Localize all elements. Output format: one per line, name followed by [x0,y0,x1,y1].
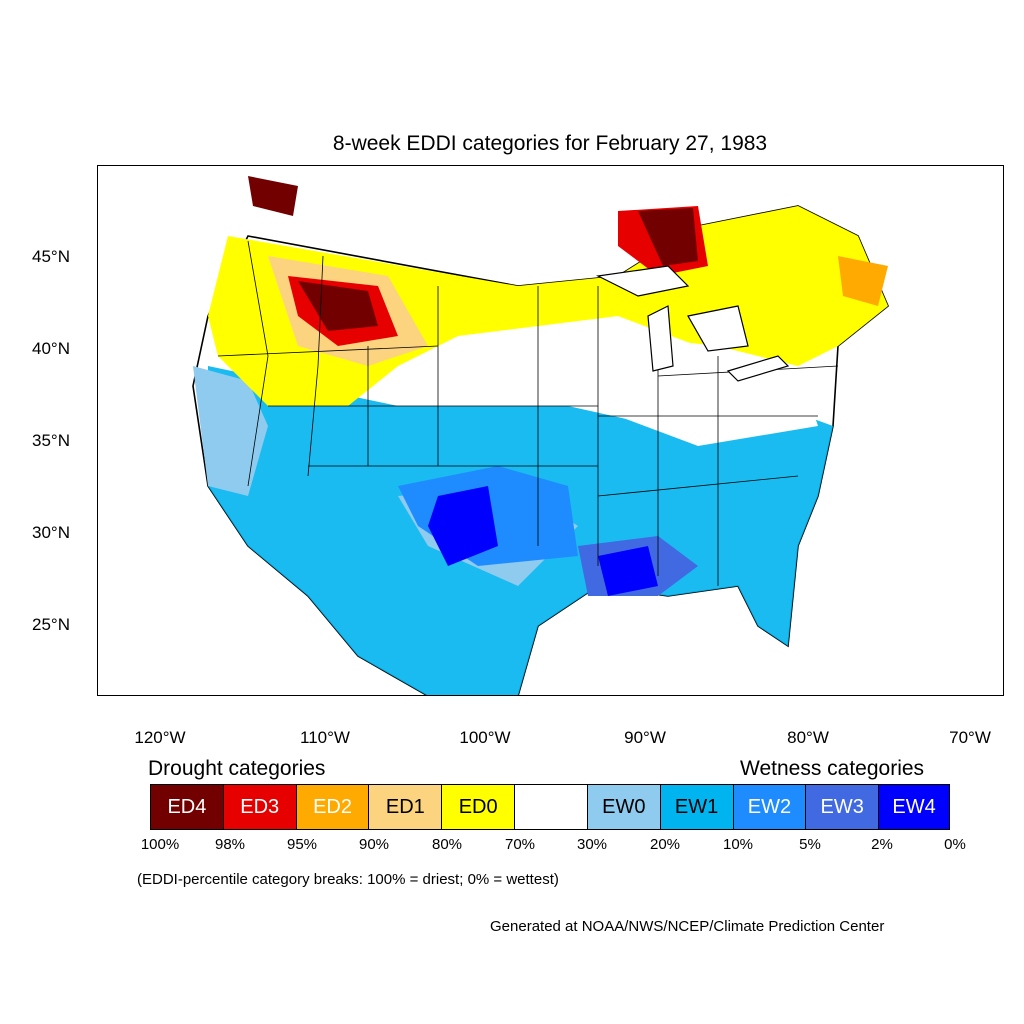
percent-break-label: 70% [504,836,536,853]
percent-break-label: 0% [944,836,966,853]
percent-break-label: 80% [431,836,463,853]
legend-box-ew3: EW3 [806,785,880,829]
lat-label: 45°N [32,247,70,266]
legend-color-bar: ED4 ED3 ED2 ED1 ED0 EW0 EW1 EW2 EW3 EW4 [150,784,950,830]
map-panel [97,165,1004,696]
legend-box-ew1: EW1 [660,785,734,829]
map-title: 8-week EDDI categories for February 27, … [332,132,768,155]
breaks-note: (EDDI-percentile category breaks: 100% =… [137,871,559,888]
legend-box-ew0: EW0 [587,785,661,829]
great-lakes [596,265,790,382]
lon-label: 120°W [134,728,186,747]
legend-box-ed3: ED3 [223,785,297,829]
percent-break-label: 95% [286,836,318,853]
legend-box-neutral [515,785,588,829]
legend-box-ew2: EW2 [733,785,807,829]
legend-box-ed2: ED2 [296,785,370,829]
lon-label: 70°W [949,728,991,747]
lon-label: 110°W [300,728,350,747]
percent-break-label: 20% [649,836,681,853]
lat-label: 25°N [32,615,70,634]
legend-box-ed0: ED0 [442,785,516,829]
eddi-map [192,176,889,695]
percent-break-label: 5% [799,836,821,853]
lon-label: 90°W [624,728,666,747]
percent-break-label: 98% [214,836,246,853]
lat-label: 30°N [32,523,70,542]
percent-break-label: 90% [358,836,390,853]
drought-categories-heading: Drought categories [148,757,326,780]
lat-label: 40°N [32,339,70,358]
credit-line: Generated at NOAA/NWS/NCEP/Climate Predi… [490,918,885,935]
legend-box-ed1: ED1 [369,785,443,829]
lon-label: 80°W [787,728,829,747]
legend-box-ew4: EW4 [879,785,949,829]
percent-break-label: 2% [871,836,893,853]
lat-label: 35°N [32,431,70,450]
lon-label: 100°W [459,728,511,747]
wetness-categories-heading: Wetness categories [740,757,925,780]
percent-break-label: 30% [576,836,608,853]
legend-box-ed4: ED4 [151,785,224,829]
percent-break-label: 10% [722,836,754,853]
conus-shading [192,176,889,695]
percent-break-label: 100% [140,836,180,853]
